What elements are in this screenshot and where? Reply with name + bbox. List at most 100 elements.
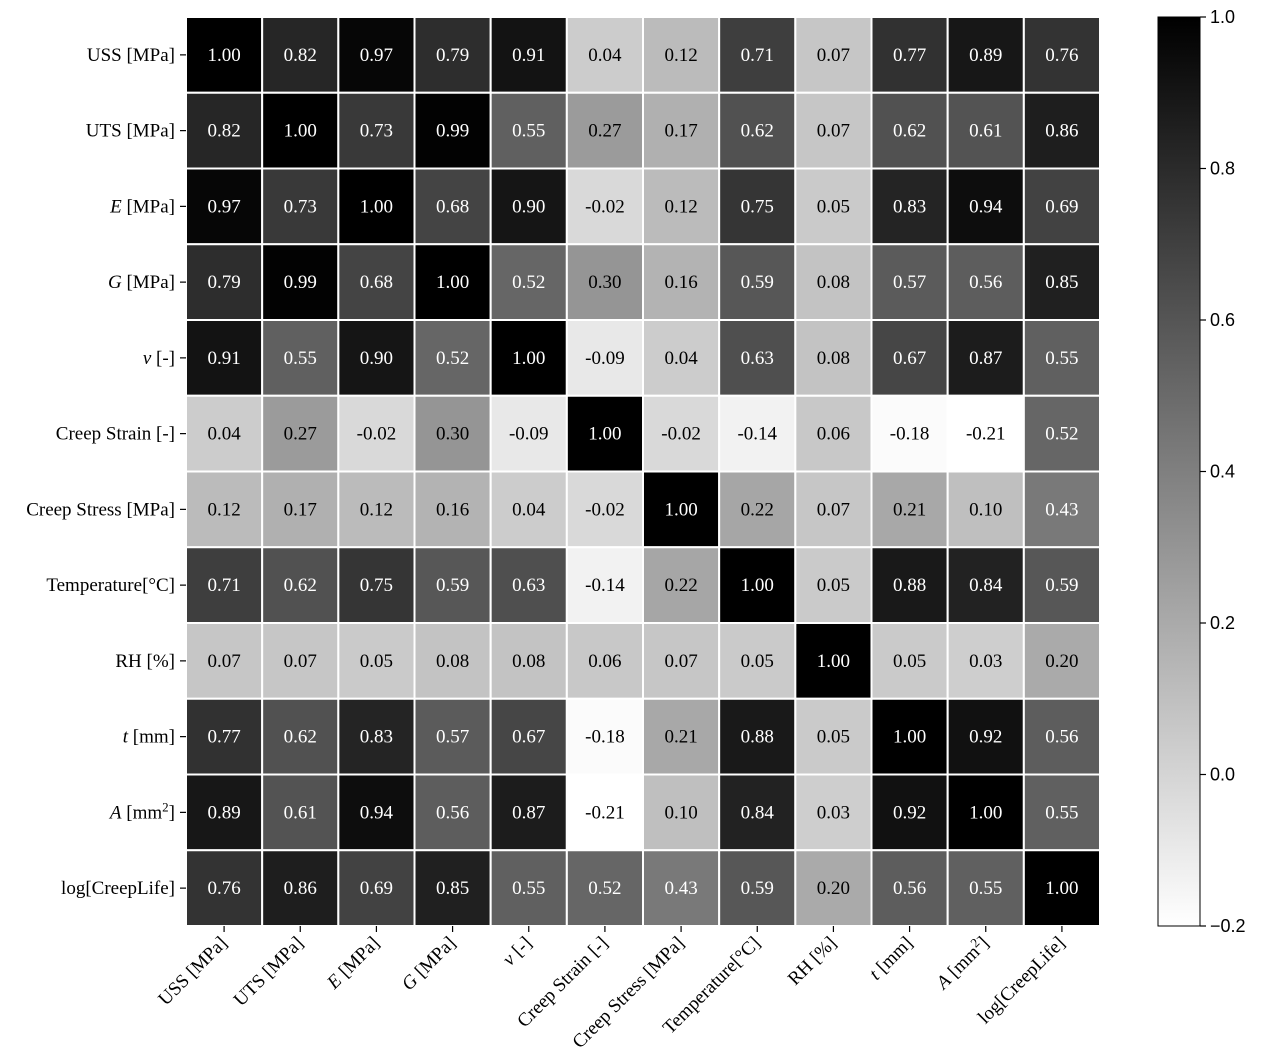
cell-value-label: 0.03: [969, 651, 1002, 672]
cell-value-label: 0.68: [436, 196, 469, 217]
cell-value-label: -0.02: [585, 196, 625, 217]
heatmap-cell: [946, 849, 1025, 927]
colorbar: 1.0 0.8 0.6 0.4 0.2 0.0 −0.2: [1157, 7, 1246, 936]
y-tick-label: A [mm2]: [108, 799, 175, 824]
cell-value-label: 0.27: [284, 424, 317, 445]
y-tick-label: log[CreepLife]: [61, 878, 175, 899]
cell-value-label: 0.61: [969, 121, 1002, 142]
cell-value-label: 0.71: [207, 575, 240, 596]
cell-value-label: -0.09: [585, 348, 625, 369]
cell-value-label: -0.21: [966, 424, 1006, 445]
cell-value-label: 0.92: [969, 727, 1002, 748]
cell-value-label: 0.89: [207, 802, 240, 823]
heatmap-cell: [870, 470, 949, 549]
heatmap-cell: [870, 849, 949, 927]
cell-value-label: 0.05: [817, 196, 850, 217]
cell-value-label: 0.07: [817, 45, 850, 66]
cell-value-label: 0.83: [360, 727, 393, 748]
heatmap-cell: [1022, 167, 1101, 246]
heatmap-cell: [642, 773, 721, 852]
cell-value-label: -0.02: [357, 424, 397, 445]
heatmap-cell: [794, 394, 873, 473]
colorbar-tick-label: 1.0: [1210, 7, 1235, 27]
cell-value-label: 0.16: [436, 499, 469, 520]
cell-value-label: 0.05: [360, 651, 393, 672]
cell-value-label: 0.62: [284, 575, 317, 596]
cell-value-label: 0.22: [664, 575, 697, 596]
cell-value-label: 0.17: [664, 121, 697, 142]
cell-value-label: -0.21: [585, 802, 625, 823]
cell-value-label: 0.55: [512, 121, 545, 142]
cell-value-label: 0.55: [969, 878, 1002, 899]
heatmap-cell: [565, 622, 644, 700]
heatmap-cell: [337, 546, 416, 624]
heatmap-cell: [1022, 394, 1101, 473]
heatmap-cell: [565, 16, 644, 94]
cell-value-label: 0.22: [741, 499, 774, 520]
heatmap-cell: [565, 91, 644, 170]
cell-value-label: 0.56: [969, 272, 1002, 293]
cell-value-label: 0.04: [664, 348, 698, 369]
cell-value-label: 0.91: [207, 348, 240, 369]
cell-value-label: 0.30: [436, 424, 469, 445]
heatmap-cell-labels: 1.00 0.82 0.97 0.79 0.91 0.04 0.12 0.71 0.07 0.77…: [207, 45, 1078, 899]
cell-value-label: 0.71: [741, 45, 774, 66]
heatmap-cell: [642, 394, 721, 473]
x-tick-label: t [mm]: [865, 933, 917, 985]
heatmap-cell: [642, 849, 721, 927]
cell-value-label: 0.43: [1045, 499, 1078, 520]
cell-value-label: 1.00: [360, 196, 393, 217]
x-tick-label: UTS [MPa]: [230, 933, 308, 1011]
cell-value-label: 0.04: [207, 424, 241, 445]
cell-value-label: 0.97: [360, 45, 393, 66]
heatmap-cell: [413, 470, 492, 549]
heatmap-cell: [261, 319, 340, 397]
cell-value-label: 0.89: [969, 45, 1002, 66]
cell-value-label: -0.02: [661, 424, 701, 445]
heatmap-cell: [413, 773, 492, 852]
cell-value-label: 0.85: [1045, 272, 1078, 293]
cell-value-label: 1.00: [588, 424, 621, 445]
cell-value-label: -0.14: [737, 424, 777, 445]
heatmap-cell: [946, 773, 1025, 852]
colorbar-tick-label: 0.4: [1210, 462, 1235, 482]
cell-value-label: 1.00: [664, 499, 697, 520]
cell-value-label: 0.12: [360, 499, 393, 520]
cell-value-label: 0.43: [664, 878, 697, 899]
y-tick-label: G [MPa]: [108, 272, 175, 293]
cell-value-label: 0.52: [436, 348, 469, 369]
cell-value-label: 0.87: [512, 802, 545, 823]
cell-value-label: 0.91: [512, 45, 545, 66]
cell-value-label: 0.94: [360, 802, 394, 823]
cell-value-label: 0.10: [664, 802, 697, 823]
cell-value-label: 0.59: [741, 878, 774, 899]
heatmap-cell: [946, 470, 1025, 549]
heatmap-cell: [794, 243, 873, 321]
cell-value-label: 0.63: [741, 348, 774, 369]
cell-value-label: 1.00: [969, 802, 1002, 823]
cell-value-label: 0.07: [284, 651, 317, 672]
cell-value-label: 0.79: [207, 272, 240, 293]
heatmap-cell: [489, 167, 568, 246]
heatmap-cell: [261, 697, 340, 776]
heatmap-cell: [337, 773, 416, 852]
heatmap-cell: [1022, 622, 1101, 700]
y-tick-label: ν [-]: [143, 348, 175, 369]
cell-value-label: 0.08: [817, 348, 850, 369]
cell-value-label: 0.86: [284, 878, 317, 899]
cell-value-label: 0.52: [512, 272, 545, 293]
cell-value-label: 0.04: [588, 45, 622, 66]
cell-value-label: 1.00: [741, 575, 774, 596]
heatmap-cell: [870, 16, 949, 94]
colorbar-tick-label: 0.8: [1210, 159, 1235, 179]
heatmap-cell: [946, 622, 1025, 700]
cell-value-label: 0.94: [969, 196, 1003, 217]
heatmap-cell: [642, 697, 721, 776]
cell-value-label: 0.55: [512, 878, 545, 899]
heatmap-cell: [1022, 546, 1101, 624]
cell-value-label: -0.14: [585, 575, 625, 596]
cell-value-label: 0.57: [893, 272, 926, 293]
heatmap-cell: [718, 773, 797, 852]
y-tick-label: t [mm]: [123, 727, 175, 748]
cell-value-label: 1.00: [893, 727, 926, 748]
